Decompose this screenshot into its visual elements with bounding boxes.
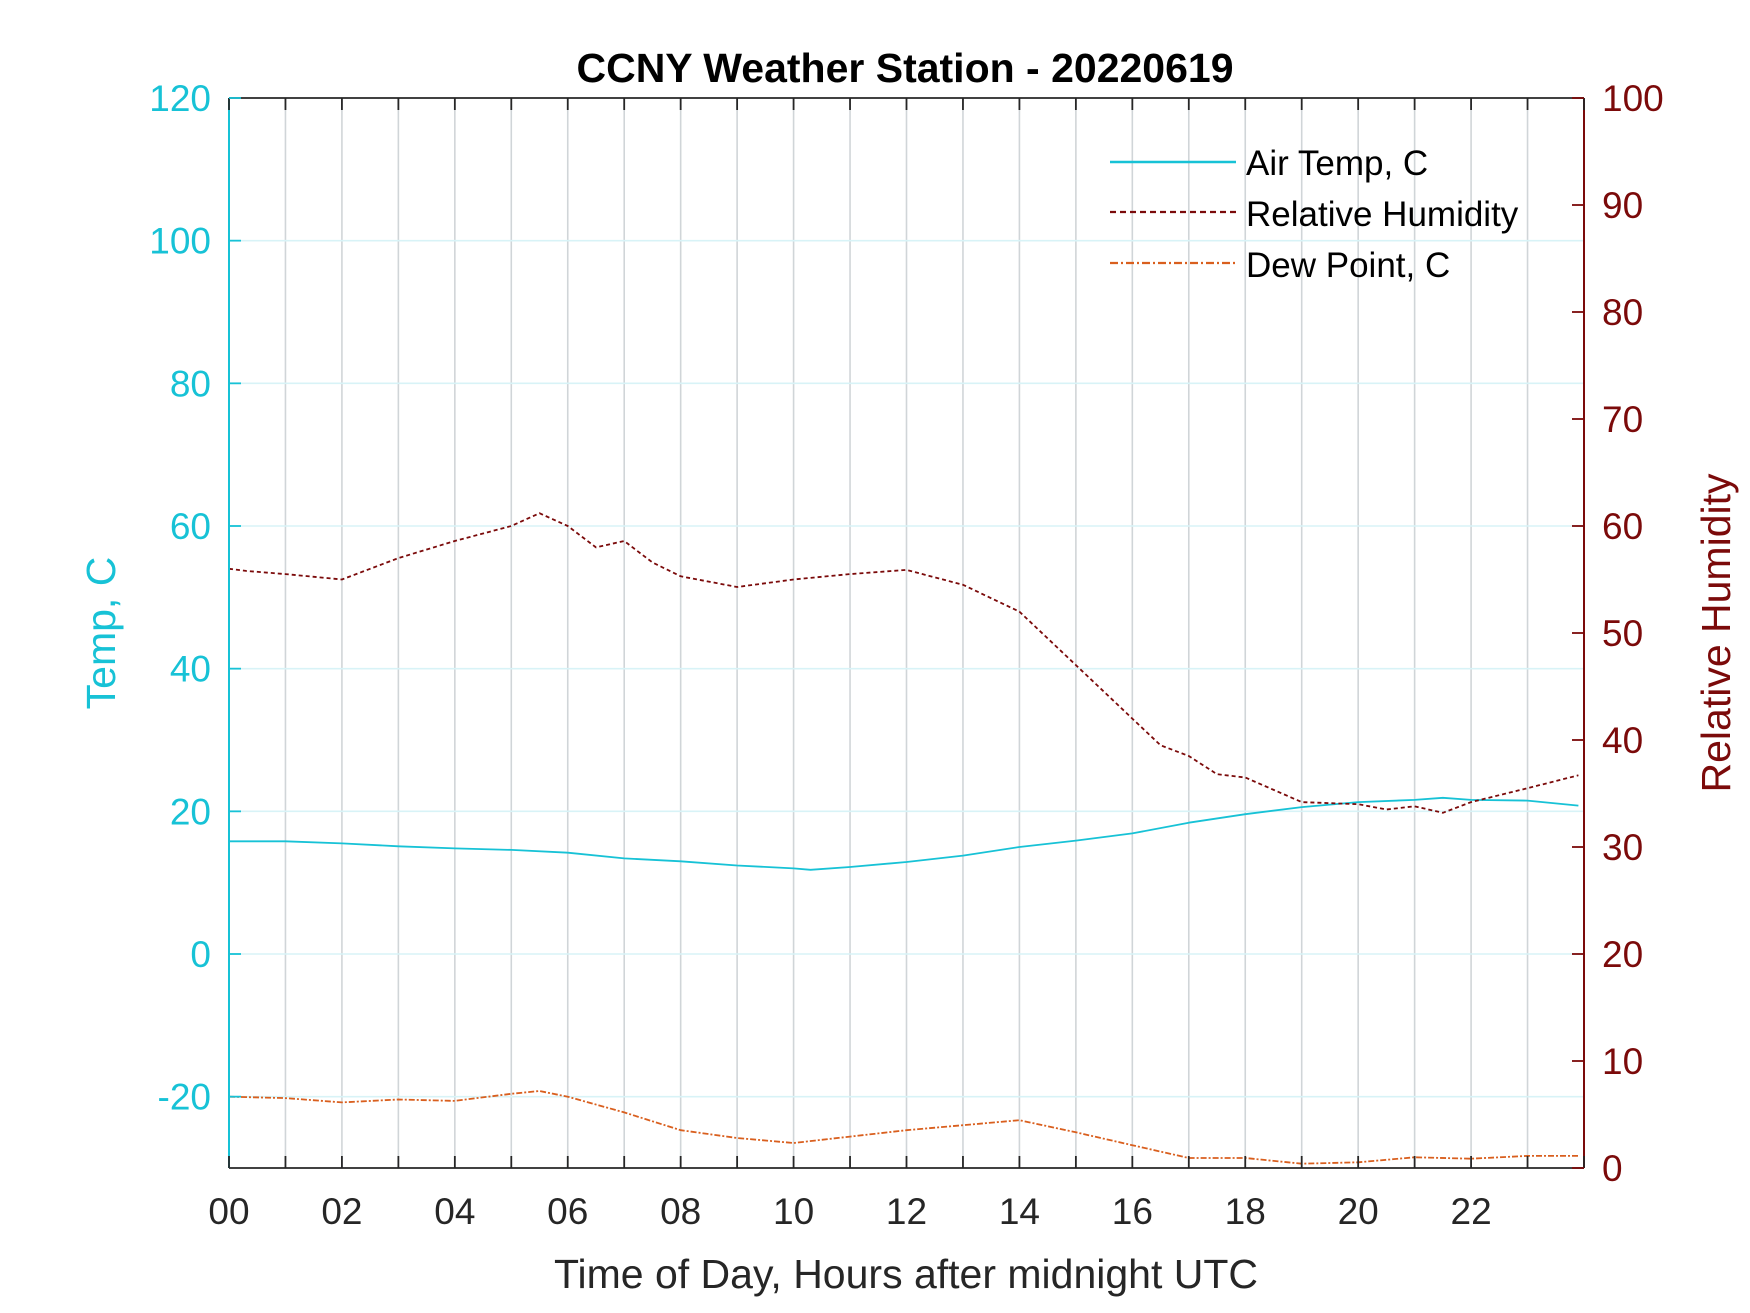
legend: Air Temp, C Relative Humidity Dew Point,…	[1110, 144, 1519, 285]
y-right-tick-label: 70	[1602, 399, 1643, 440]
y-right-tick-label: 10	[1602, 1041, 1643, 1082]
y-right-tick-label: 60	[1602, 506, 1643, 547]
legend-label-air-temp: Air Temp, C	[1246, 144, 1428, 183]
x-tick-label: 10	[773, 1191, 814, 1232]
x-tick-label: 02	[321, 1191, 362, 1232]
x-tick-label: 22	[1451, 1191, 1492, 1232]
x-axis-label: Time of Day, Hours after midnight UTC	[554, 1251, 1258, 1297]
x-tick-label: 04	[434, 1191, 475, 1232]
y-left-tick-label: 60	[170, 506, 211, 547]
y-right-tick-label: 20	[1602, 934, 1643, 975]
y-right-tick-label: 50	[1602, 613, 1643, 654]
y-left-tick-label: -20	[158, 1077, 211, 1118]
axes-layer: 00 02 04 06 08 10 12 14 16 18 20 22-200204060801001…	[149, 78, 1663, 1232]
legend-label-dew-point: Dew Point, C	[1246, 246, 1450, 285]
y-right-tick-label: 90	[1602, 185, 1643, 226]
legend-label-relative-humidity: Relative Humidity	[1246, 195, 1519, 234]
y-right-tick-label: 30	[1602, 827, 1643, 868]
x-tick-label: 00	[208, 1191, 249, 1232]
y-right-tick-label: 0	[1602, 1148, 1623, 1189]
y-right-tick-label: 80	[1602, 292, 1643, 333]
y-axis-right-label: Relative Humidity	[1693, 473, 1739, 792]
y-right-tick-label: 40	[1602, 720, 1643, 761]
y-axis-left-label: Temp, C	[78, 557, 124, 710]
x-tick-label: 20	[1338, 1191, 1379, 1232]
y-left-tick-label: 0	[190, 934, 211, 975]
grid-layer	[229, 98, 1584, 1168]
x-tick-label: 14	[999, 1191, 1040, 1232]
chart-title: CCNY Weather Station - 20220619	[576, 45, 1233, 91]
y-left-tick-label: 120	[149, 78, 211, 119]
y-left-tick-label: 20	[170, 791, 211, 832]
series-line-dew-point	[228, 1090, 1579, 1165]
y-left-tick-label: 80	[170, 363, 211, 404]
x-tick-label: 08	[660, 1191, 701, 1232]
x-tick-label: 06	[547, 1191, 588, 1232]
series-layer	[228, 512, 1579, 1165]
x-tick-label: 16	[1112, 1191, 1153, 1232]
y-left-tick-label: 100	[149, 221, 211, 262]
x-tick-label: 12	[886, 1191, 927, 1232]
x-tick-label: 18	[1225, 1191, 1266, 1232]
series-line-relative-humidity	[228, 512, 1579, 814]
series-line-air-temp	[229, 796, 1579, 871]
y-left-tick-label: 40	[170, 649, 211, 690]
y-right-tick-label: 100	[1602, 78, 1664, 119]
